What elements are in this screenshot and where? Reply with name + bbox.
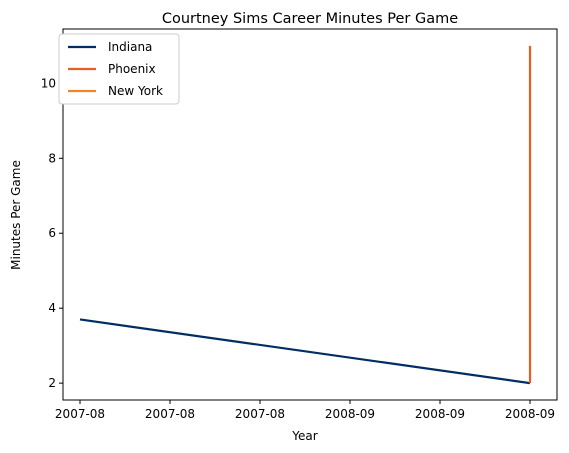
legend-label: New York [108, 84, 163, 98]
legend: Indiana Phoenix New York [58, 33, 180, 105]
plot-frame [62, 28, 558, 401]
x-tick-label: 2007-08 [235, 407, 285, 421]
y-tick-label: 4 [48, 301, 56, 315]
series-line-indiana [79, 318, 531, 385]
y-axis-label: Minutes Per Game [9, 160, 23, 270]
x-tick-label: 2008-09 [505, 407, 555, 421]
x-axis: 2007-08 2007-08 2007-08 2008-09 2008-09 2008-… [55, 400, 555, 421]
x-axis-label: Year [291, 429, 317, 443]
y-tick-label: 6 [48, 226, 56, 240]
x-tick-label: 2007-08 [55, 407, 105, 421]
legend-box [58, 33, 180, 105]
y-tick-label: 10 [41, 76, 56, 90]
chart-title: Courtney Sims Career Minutes Per Game [162, 11, 458, 27]
x-tick-label: 2008-09 [325, 407, 375, 421]
y-tick-label: 8 [48, 151, 56, 165]
x-tick-label: 2008-09 [415, 407, 465, 421]
x-tick-label: 2007-08 [145, 407, 195, 421]
series-layer [79, 45, 532, 385]
y-axis: 2 4 6 8 10 [41, 76, 63, 390]
legend-label: Indiana [108, 40, 152, 54]
y-tick-label: 2 [48, 376, 56, 390]
legend-label: Phoenix [108, 62, 156, 76]
